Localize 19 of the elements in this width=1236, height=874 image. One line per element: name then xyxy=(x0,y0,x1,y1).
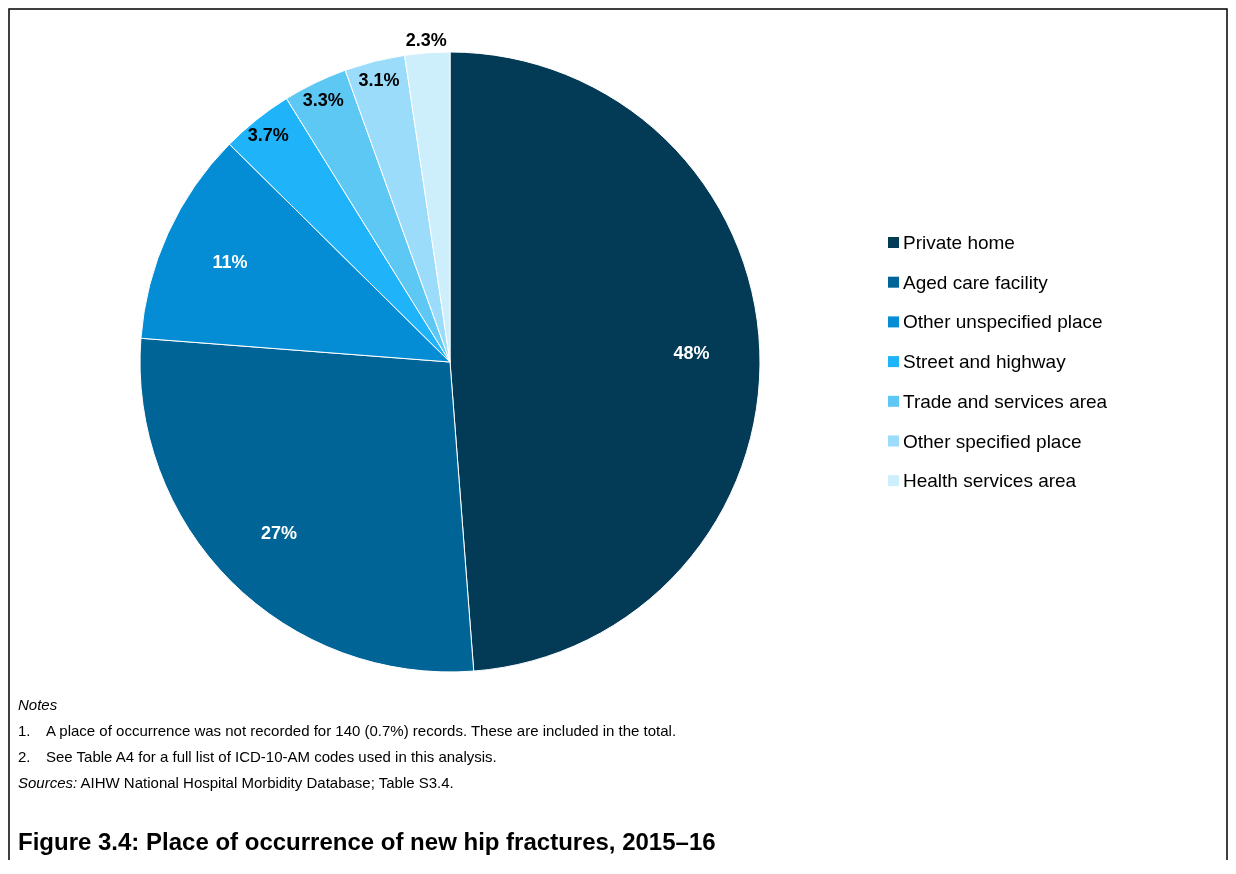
data-label: 27% xyxy=(261,523,298,544)
text: Figure 3.4: Place of occurrence of new hip fractures, 2015–16 xyxy=(18,828,716,855)
data-label: 3.7% xyxy=(247,124,289,145)
legend-label: Other specified place xyxy=(903,430,1082,452)
legend-label: Other unspecified place xyxy=(903,311,1103,333)
data-label: 3.3% xyxy=(302,89,344,110)
legend-label: Trade and services area xyxy=(903,390,1108,412)
text: 2. See Table A4 for a full list of ICD-10-AM codes used in this analysis. xyxy=(18,748,497,765)
data-label: 2.3% xyxy=(405,29,447,50)
data-label: 3.1% xyxy=(358,69,400,90)
legend-label: Street and highway xyxy=(903,351,1067,373)
text: 1. A place of occurrence was not recorded for 140 (0.7%) records. These are included in the total. xyxy=(18,722,677,739)
legend-label: Health services area xyxy=(903,470,1077,492)
data-label: 11% xyxy=(212,251,248,272)
data-label: 48% xyxy=(673,343,710,364)
source-note: Sources: AIHW National Hospital Morbidity Database; Table S3.4. xyxy=(18,774,454,791)
legend-label: Private home xyxy=(903,232,1015,253)
legend-label: Aged care facility xyxy=(903,271,1049,293)
text: Notes xyxy=(18,696,58,713)
